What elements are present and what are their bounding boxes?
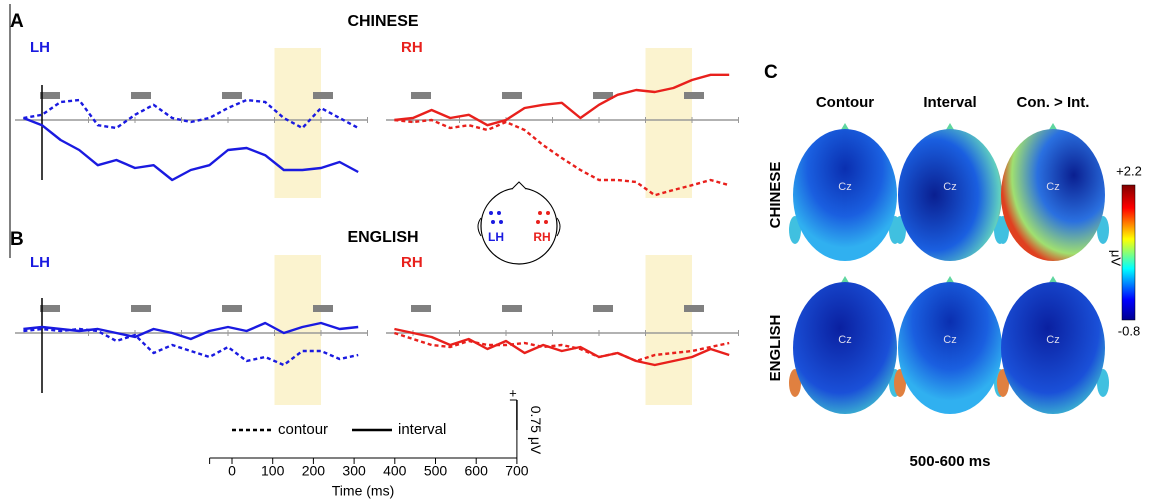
electrode-label: Cz — [1046, 334, 1059, 346]
column-header: Contour — [816, 94, 874, 111]
inset-label: LH — [488, 230, 504, 244]
panel-title: CHINESE — [347, 13, 418, 30]
colorbar-unit: μV — [1109, 250, 1124, 266]
x-tick-label: 0 — [228, 463, 236, 479]
x-tick-label: 400 — [383, 463, 407, 479]
time-bar — [502, 92, 522, 99]
panel-label: RH — [401, 254, 423, 271]
x-axis-title: Time (ms) — [332, 483, 394, 499]
electrode-label: Cz — [838, 334, 851, 346]
time-bar — [40, 305, 60, 312]
time-bar — [222, 305, 242, 312]
electrode-label: Cz — [1046, 181, 1059, 193]
panel-label: LH — [30, 254, 50, 271]
topo-map — [793, 129, 897, 261]
time-bar — [131, 92, 151, 99]
electrode-label: Cz — [838, 181, 851, 193]
column-header: Con. > Int. — [1017, 94, 1090, 111]
amplitude-label: 0.75 μV — [528, 406, 544, 455]
figure: A CHINESE B ENGLISH C LH RH Time (ms) 50… — [0, 0, 1149, 502]
time-bar — [593, 305, 613, 312]
electrode-label: Cz — [943, 334, 956, 346]
electrode-label: Cz — [943, 181, 956, 193]
x-tick-label: 700 — [505, 463, 529, 479]
panel-letter: B — [10, 229, 24, 250]
time-bar — [40, 92, 60, 99]
topo-map — [1001, 282, 1105, 414]
highlight-window — [275, 255, 322, 405]
topo-window: 500-600 ms — [910, 453, 991, 470]
head-inset: LH RH — [478, 182, 560, 264]
colorbar-label: +2.2 — [1116, 163, 1142, 178]
legend-label: contour — [278, 421, 328, 438]
x-tick-label: 200 — [302, 463, 326, 479]
time-bar — [684, 305, 704, 312]
x-tick-label: 500 — [424, 463, 448, 479]
highlight-window — [646, 255, 693, 405]
x-tick-label: 100 — [261, 463, 285, 479]
highlight-window — [646, 48, 693, 198]
row-header: ENGLISH — [767, 315, 784, 382]
time-bar — [502, 305, 522, 312]
panel-label: LH — [30, 39, 50, 56]
time-bar — [222, 92, 242, 99]
row-header: CHINESE — [767, 162, 784, 229]
legend-label: interval — [398, 421, 446, 438]
colorbar — [1122, 185, 1135, 320]
time-bar — [313, 92, 333, 99]
sign-label: + — [509, 385, 517, 400]
time-bar — [131, 305, 151, 312]
panel-title: ENGLISH — [347, 229, 418, 246]
x-tick-label: 600 — [465, 463, 489, 479]
panel-letter: C — [764, 62, 778, 83]
topo-map — [898, 129, 1002, 261]
time-bar — [411, 305, 431, 312]
topo-map — [793, 282, 897, 414]
inset-label: RH — [533, 230, 550, 244]
time-bar — [313, 305, 333, 312]
highlight-window — [275, 48, 322, 198]
x-tick-label: 300 — [342, 463, 366, 479]
colorbar-label: -0.8 — [1118, 323, 1140, 338]
time-bar — [684, 92, 704, 99]
column-header: Interval — [923, 94, 976, 111]
time-bar — [411, 92, 431, 99]
topo-map — [1001, 129, 1105, 261]
panel-label: RH — [401, 39, 423, 56]
panel-letter: A — [10, 11, 24, 32]
topo-map — [898, 282, 1002, 414]
